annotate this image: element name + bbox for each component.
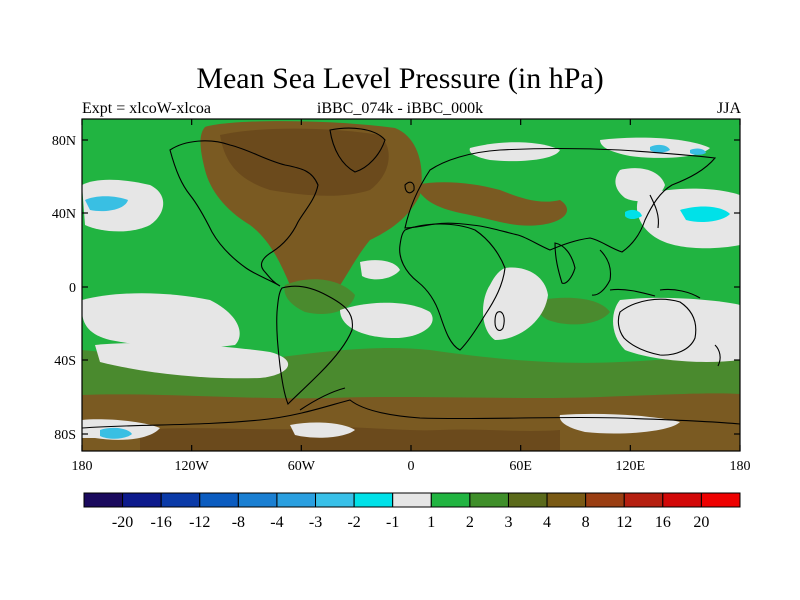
coast-india	[554, 242, 576, 284]
colorbar-swatch	[662, 492, 702, 508]
colorbar-swatch	[623, 492, 664, 508]
colorbar-label: -12	[189, 514, 210, 531]
lat-tick-label: 40S	[54, 354, 76, 369]
colorbar-swatch	[353, 492, 394, 508]
field-cyan-north-pacific	[680, 206, 730, 222]
field-gray-australia	[613, 297, 740, 362]
field-lightblue-arctic	[650, 144, 670, 153]
colorbar-label: 2	[466, 514, 474, 531]
colorbar-swatch	[546, 492, 587, 508]
colorbar-label: 1	[427, 514, 435, 531]
field-dark-brown-antarctic	[140, 427, 560, 451]
lat-tick-label: 80S	[54, 428, 76, 443]
colorbar-label: 12	[616, 514, 632, 531]
field-olive-indian-ocean	[536, 297, 610, 325]
lon-tick-label: 60E	[509, 459, 532, 474]
coast-africa	[399, 223, 506, 351]
coast-eurasia	[404, 147, 717, 253]
lon-tick-label: 60W	[288, 459, 316, 474]
coast-uk	[404, 181, 415, 194]
colorbar-label: -2	[347, 514, 360, 531]
comparison-label: iBBC_074k - iBBC_000k	[316, 100, 484, 117]
coast-madagascar	[494, 311, 505, 331]
coast-indonesia	[609, 288, 701, 299]
field-lightblue-pacific	[85, 196, 128, 212]
field-brown-europe	[415, 182, 568, 226]
coast-antarctic-peninsula	[299, 387, 346, 411]
colorbar-swatch	[315, 492, 355, 508]
lon-tick-label: 0	[408, 459, 415, 474]
coast-australia	[617, 298, 697, 356]
colorbar-swatch	[83, 492, 124, 508]
colorbar-swatch	[585, 492, 625, 508]
colorbar-swatch	[237, 492, 278, 508]
field-gray-east-asia	[615, 168, 665, 202]
colorbar-label: -20	[112, 514, 133, 531]
field-gray-indian-ocean	[483, 267, 548, 340]
field-dark-brown-arctic	[220, 128, 389, 196]
colorbar-label: -8	[232, 514, 245, 531]
field-olive-tropical-atlantic	[284, 279, 355, 315]
colorbar-label: 8	[582, 514, 590, 531]
colorbar-label: -4	[270, 514, 283, 531]
field-cyan-japan	[625, 209, 642, 219]
longitude-axis: 180 120W 60W 0 60E 120E 180	[72, 119, 751, 474]
map-title: Mean Sea Level Pressure (in hPa)	[196, 62, 604, 95]
colorbar-label: 4	[543, 514, 551, 531]
coast-japan	[649, 194, 659, 229]
field-lightblue-antarctic	[100, 427, 132, 439]
colorbar-swatch	[160, 492, 201, 508]
colorbar-swatch	[276, 492, 317, 508]
colorbar-swatch	[122, 492, 162, 508]
colorbar-swatch	[430, 492, 471, 508]
colorbar-label: 3	[504, 514, 512, 531]
coast-greenland	[329, 127, 386, 173]
field-gray-antarctic-mid	[290, 422, 355, 438]
field-gray-east-pacific	[82, 293, 240, 348]
latitude-axis: 80N 40N 0 40S 80S	[52, 134, 740, 443]
pressure-field	[82, 119, 740, 451]
lon-tick-label: 180	[730, 459, 751, 474]
colorbar-label: 20	[693, 514, 709, 531]
colorbar-swatch	[507, 492, 548, 508]
lat-tick-label: 80N	[52, 134, 76, 149]
colorbar-swatch	[392, 492, 432, 508]
coast-southeast-asia	[591, 249, 612, 296]
colorbar-label: -16	[151, 514, 172, 531]
colorbar-label: 16	[655, 514, 671, 531]
lon-tick-label: 180	[72, 459, 93, 474]
coastlines	[82, 127, 740, 429]
field-gray-tropical-atlantic	[360, 260, 400, 280]
field-gray-south-atlantic	[340, 302, 433, 338]
coast-north-america	[169, 140, 319, 287]
lat-tick-label: 0	[69, 281, 76, 296]
coast-new-zealand	[714, 344, 721, 367]
colorbar-swatch	[199, 492, 239, 508]
season-label: JJA	[716, 100, 741, 117]
experiment-label: Expt = xlcoW-xlcoa	[82, 100, 211, 117]
lon-tick-label: 120W	[175, 459, 210, 474]
colorbar-label: -3	[309, 514, 322, 531]
coast-south-america	[276, 285, 353, 405]
lon-tick-label: 120E	[616, 459, 646, 474]
lat-tick-label: 40N	[52, 207, 76, 222]
colorbar-label: -1	[386, 514, 399, 531]
colorbar-swatch	[469, 492, 509, 508]
field-gray-south-pacific	[95, 342, 289, 379]
colorbar-swatch	[700, 492, 741, 508]
colorbar: -20 -16 -12 -8 -4 -3 -2 -1 1 2 3 4 8 12 16 20	[83, 492, 741, 531]
coast-antarctica	[82, 399, 740, 429]
field-lightblue-arctic-2	[690, 148, 706, 155]
field-gray-arctic-russia	[469, 142, 560, 162]
